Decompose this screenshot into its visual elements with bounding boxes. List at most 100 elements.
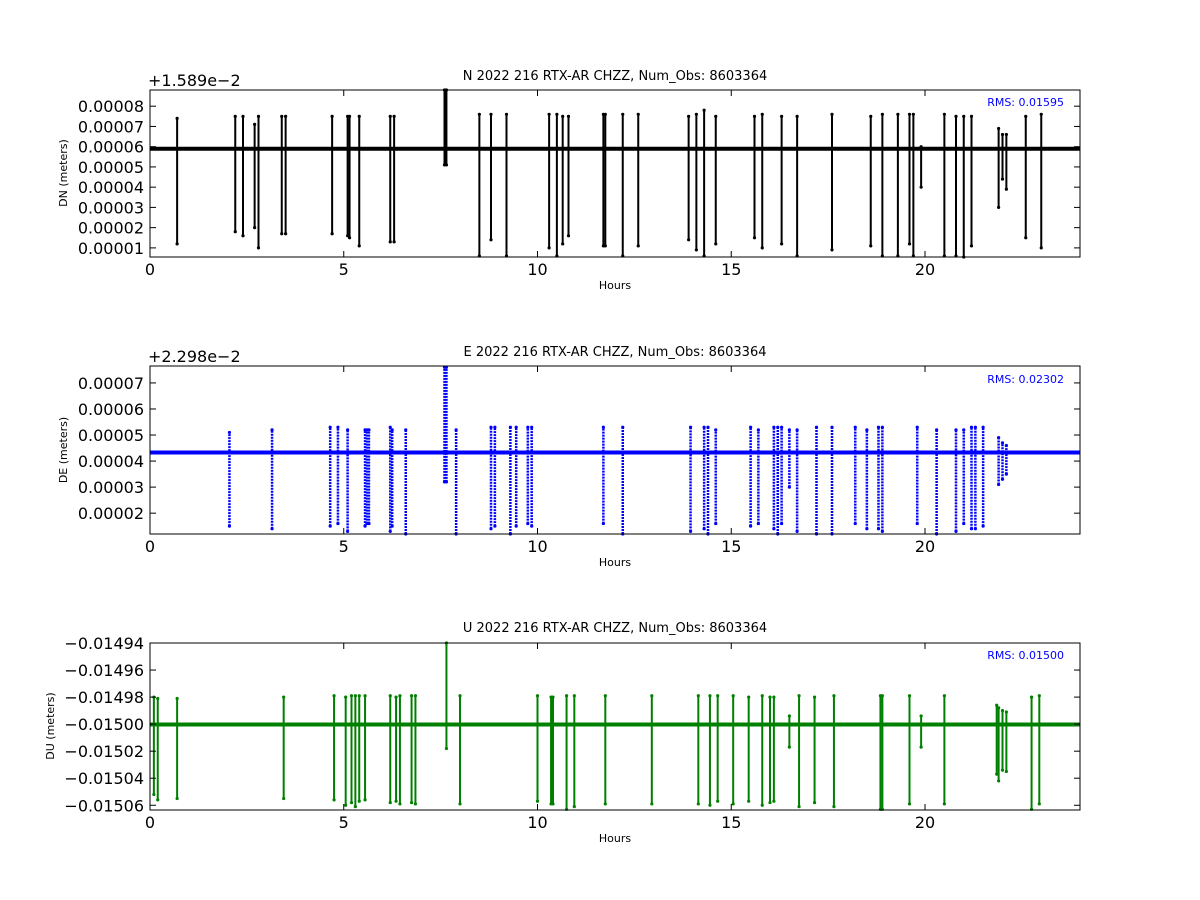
up-spike-endpoint: [398, 802, 402, 806]
up-spike-endpoint: [332, 798, 336, 802]
up-spike-endpoint: [907, 802, 912, 806]
north-spike-endpoint: [280, 114, 284, 118]
north-x-tick-label: 0: [145, 260, 155, 279]
up-spike-endpoint: [357, 799, 361, 803]
north-spike-endpoint: [907, 112, 912, 116]
north-spike-endpoint: [880, 112, 884, 116]
up-spike-endpoint: [708, 803, 712, 807]
north-y-tick-label: 0.00001: [78, 239, 144, 258]
up-spike-endpoint: [997, 779, 1001, 783]
up-spike-endpoint: [344, 695, 348, 699]
east-spike-endpoint: [1000, 477, 1005, 481]
north-spike-endpoint: [477, 112, 481, 116]
up-spike-endpoint: [797, 694, 801, 698]
up-spike-endpoint: [731, 694, 735, 698]
up-spike-endpoint: [942, 802, 946, 806]
up-spike-endpoint: [1029, 695, 1034, 699]
north-spike-endpoint: [954, 114, 958, 118]
east-spike-endpoint: [962, 521, 966, 526]
up-spike-endpoint: [716, 694, 720, 698]
east-spike-endpoint: [390, 428, 394, 432]
east-x-tick-label: 20: [915, 537, 935, 556]
north-spike-endpoint: [919, 185, 923, 189]
up-spike-endpoint: [603, 694, 607, 698]
up-spike-endpoint: [797, 805, 801, 809]
north-spike-endpoint: [687, 114, 691, 118]
east-spike-endpoint: [688, 425, 693, 429]
east-spike-endpoint: [954, 529, 958, 533]
north-spike-endpoint: [489, 238, 493, 242]
north-spike-endpoint: [241, 114, 245, 118]
east-spike-endpoint: [865, 527, 869, 531]
north-spike-endpoint: [636, 112, 640, 116]
north-spike-endpoint: [780, 242, 784, 246]
east-spike-endpoint: [853, 425, 857, 429]
east-spike-endpoint: [1004, 443, 1008, 448]
north-chart-title: N 2022 216 RTX-AR CHZZ, Num_Obs: 8603364: [463, 69, 768, 84]
east-spike-endpoint: [935, 428, 939, 432]
up-spike-endpoint: [942, 694, 946, 698]
east-y-axis-label: DE (meters): [57, 417, 70, 483]
east-y-tick-label: 0.00007: [78, 374, 144, 393]
north-spike-endpoint: [284, 114, 288, 118]
east-spike-endpoint: [526, 425, 530, 429]
up-y-axis-label: DU (meters): [44, 692, 57, 759]
north-spike-endpoint: [760, 246, 764, 250]
up-spike-endpoint: [409, 800, 414, 805]
up-spike-endpoint: [152, 792, 156, 797]
north-spike-endpoint: [962, 114, 966, 118]
up-spike-endpoint: [349, 800, 354, 805]
up-x-tick-label: 20: [915, 813, 935, 832]
up-y-tick-label: −0.01506: [64, 796, 144, 815]
up-spike-endpoint: [458, 802, 462, 806]
east-spike-endpoint: [388, 425, 392, 429]
north-spike-endpoint: [175, 242, 179, 246]
east-spike-endpoint: [772, 425, 776, 429]
north-spike-endpoint: [1000, 132, 1005, 137]
east-spike-endpoint: [444, 480, 449, 484]
north-spike-endpoint: [830, 112, 834, 116]
north-y-tick-label: 0.00006: [78, 138, 144, 157]
up-spike-endpoint: [413, 694, 418, 698]
up-spike-endpoint: [760, 694, 764, 698]
up-spike-endpoint: [349, 694, 354, 698]
east-spike-endpoint: [601, 425, 605, 429]
east-spike-endpoint: [787, 485, 791, 489]
east-chart-title: E 2022 216 RTX-AR CHZZ, Num_Obs: 8603364: [464, 345, 767, 360]
east-spike-endpoint: [363, 524, 367, 528]
north-spike-endpoint: [1039, 112, 1043, 116]
up-spike-endpoint: [1004, 710, 1008, 714]
north-spike-endpoint: [752, 114, 757, 118]
north-series: [150, 88, 1080, 259]
up-spike-endpoint: [535, 799, 540, 803]
east-ticks: 0 5 10 15 20 0.00002 0.00003 0.00004 0.00005 0.00…: [78, 366, 1080, 556]
north-y-tick-label: 0.00003: [78, 198, 144, 217]
east-x-tick-label: 15: [721, 537, 741, 556]
north-spike-endpoint: [830, 248, 834, 252]
north-spike-endpoint: [919, 145, 923, 149]
up-spike-endpoint: [832, 694, 836, 698]
north-spike-endpoint: [233, 114, 237, 118]
north-spike-endpoint: [636, 244, 640, 248]
east-spike-endpoint: [270, 527, 274, 531]
up-plot-frame: [149, 642, 1081, 811]
panel-up: 0 5 10 15 20 −0.01494 −0.01496 −0.01498 −0.01500…: [44, 621, 1081, 845]
east-spike-endpoint: [795, 428, 799, 432]
north-plot-frame: [149, 89, 1081, 258]
north-spike-endpoint: [911, 112, 915, 116]
up-spike-endpoint: [995, 703, 999, 707]
up-spike-endpoint: [997, 706, 1001, 710]
up-spike-endpoint: [603, 802, 607, 806]
up-spike-endpoint: [716, 799, 720, 803]
north-x-tick-label: 5: [339, 260, 349, 279]
east-spike-endpoint: [489, 425, 493, 429]
east-spike-endpoint: [367, 428, 371, 432]
up-spike-endpoint: [357, 694, 361, 698]
north-spike-endpoint: [694, 112, 698, 116]
north-spike-endpoint: [392, 240, 396, 244]
up-spike-endpoint: [650, 694, 654, 698]
east-y-tick-label: 0.00003: [78, 478, 144, 497]
up-spike-endpoint: [812, 800, 817, 805]
up-spike-endpoint: [880, 694, 884, 698]
